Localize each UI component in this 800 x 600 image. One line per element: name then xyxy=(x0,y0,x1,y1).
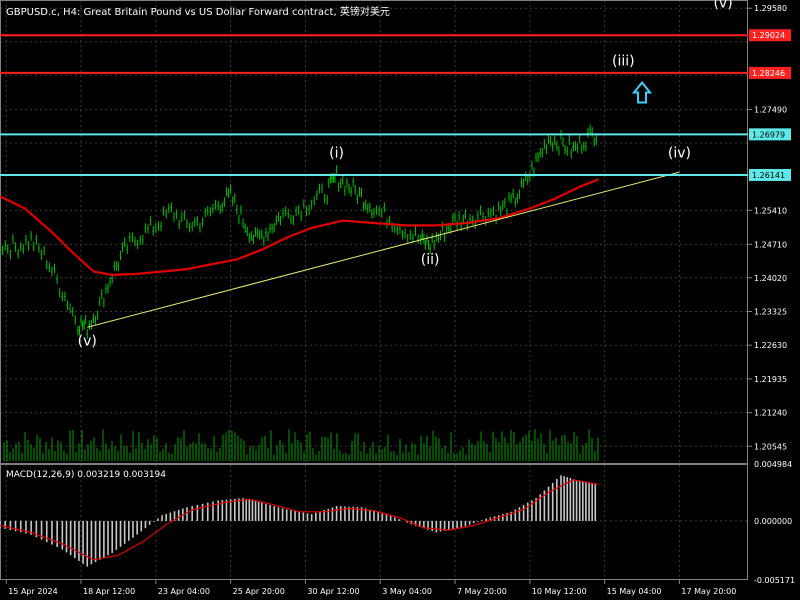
wave-label: (ii) xyxy=(421,252,440,268)
price-tick-label: 1.27490 xyxy=(754,106,787,115)
price-tick-label: 1.25410 xyxy=(754,206,787,215)
moving-average-line xyxy=(0,178,599,277)
symbol: GBPUSD.c xyxy=(6,7,57,18)
macd-tick-label: 0.000000 xyxy=(754,517,792,526)
date-tick-label: 30 Apr 12:00 xyxy=(307,587,359,596)
date-tick-label: 18 Apr 12:00 xyxy=(83,587,135,596)
support-price-label: 1.26979 xyxy=(752,130,785,139)
date-tick-label: 15 May 04:00 xyxy=(607,587,662,596)
date-tick-label: 23 Apr 04:00 xyxy=(158,587,210,596)
chart-header: GBPUSD.c, H4: Great Britain Pound vs US … xyxy=(6,7,390,18)
macd-header: MACD(12,26,9) 0.003219 0.003194 xyxy=(6,470,166,480)
support-price-label: 1.26141 xyxy=(752,171,785,180)
macd-value2: 0.003194 xyxy=(123,470,167,480)
wave-label: (iii) xyxy=(612,53,635,69)
wave-label: (i) xyxy=(329,146,344,162)
date-tick-label: 17 May 20:00 xyxy=(681,587,736,596)
price-tick-label: 1.23325 xyxy=(754,307,787,316)
date-tick-label: 7 May 20:00 xyxy=(457,587,507,596)
date-tick-label: 10 May 12:00 xyxy=(532,587,587,596)
macd-label: MACD(12,26,9) xyxy=(6,470,75,480)
trendline xyxy=(87,171,680,328)
support-price-tag xyxy=(749,168,791,181)
resistance-price-tag xyxy=(749,66,791,79)
wave-label: (iv) xyxy=(668,146,691,162)
wave-label: (v) xyxy=(713,0,732,11)
price-tick-label: 1.20545 xyxy=(754,442,787,451)
macd-value1: 0.003219 xyxy=(77,470,121,480)
date-tick-label: 15 Apr 2024 xyxy=(8,587,57,596)
date-tick-label: 3 May 04:00 xyxy=(382,587,432,596)
support-price-tag xyxy=(749,128,791,141)
timeframe: H4 xyxy=(63,7,77,18)
price-tick-label: 1.24710 xyxy=(754,240,787,249)
date-tick-label: 25 Apr 20:00 xyxy=(233,587,285,596)
wave-label: (v) xyxy=(78,334,97,350)
resistance-price-label: 1.28246 xyxy=(752,69,785,78)
macd-tick-label: -0.005171 xyxy=(754,576,795,585)
price-tick-label: 1.21240 xyxy=(754,409,787,418)
price-tick-label: 1.24020 xyxy=(754,274,787,283)
resistance-price-tag xyxy=(749,29,791,42)
price-tick-label: 1.22630 xyxy=(754,341,787,350)
price-tick-label: 1.29580 xyxy=(754,4,787,13)
resistance-price-label: 1.29024 xyxy=(752,31,785,40)
up-arrow-icon xyxy=(631,80,653,104)
macd-signal-line xyxy=(0,479,599,561)
price-tick-label: 1.21935 xyxy=(754,375,787,384)
description: Great Britain Pound vs US Dollar Forward… xyxy=(83,7,334,18)
price-panel-frame xyxy=(0,0,748,464)
macd-tick-label: 0.004984 xyxy=(754,460,792,469)
suffix: 英镑对美元 xyxy=(339,7,390,18)
